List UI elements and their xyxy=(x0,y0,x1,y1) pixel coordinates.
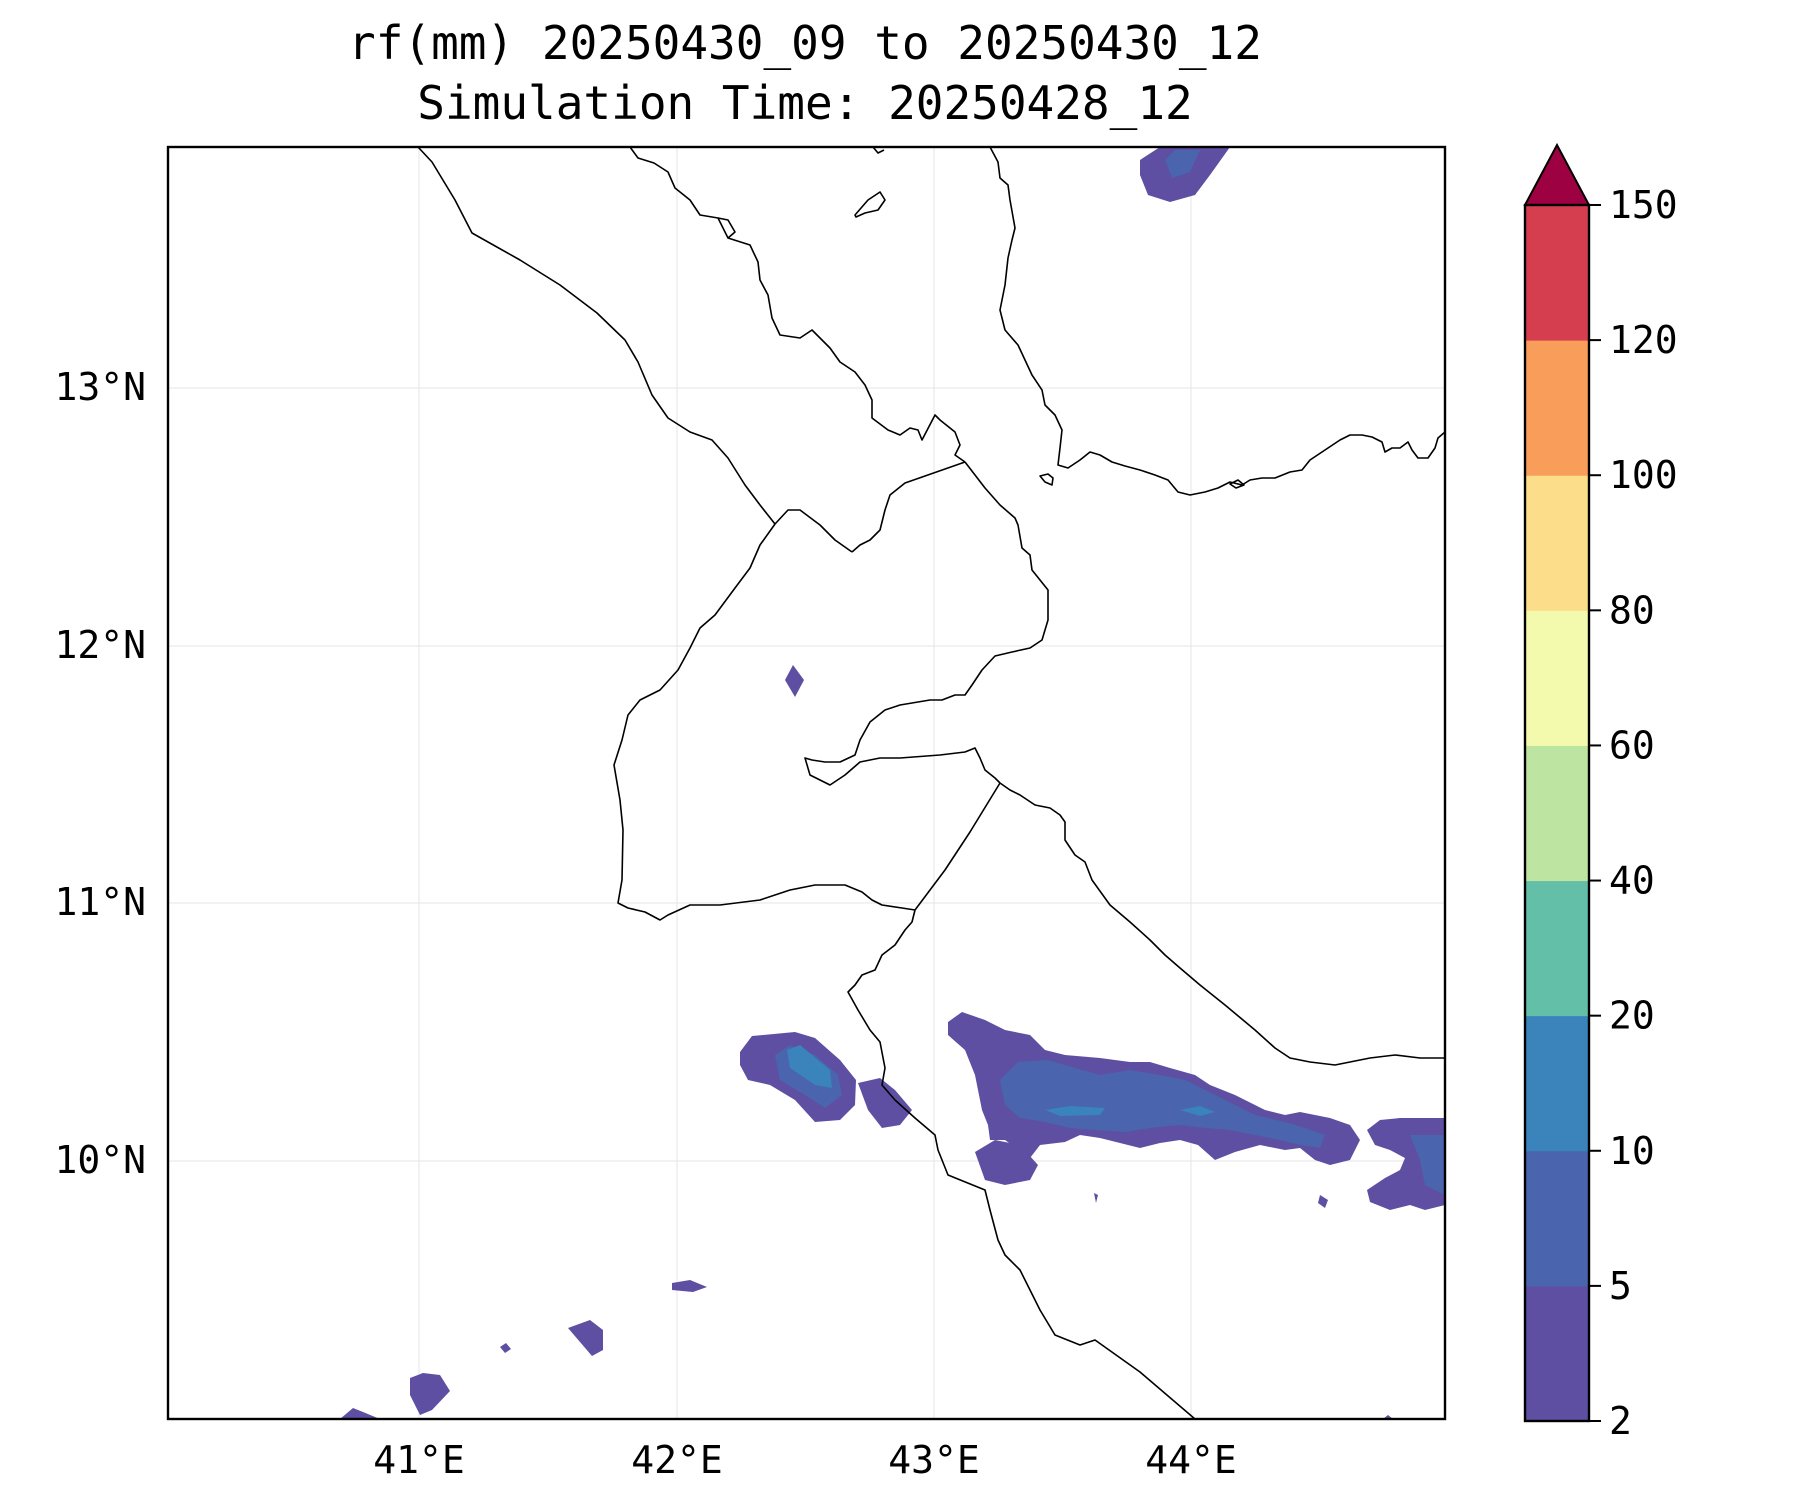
colorbar-segment xyxy=(1525,745,1589,882)
lon-tick-43: 43°E xyxy=(888,1438,980,1482)
colorbar-segment xyxy=(1525,475,1589,611)
lat-tick-labels: 13°N 12°N 11°N 10°N xyxy=(54,365,146,1182)
colorbar-segment xyxy=(1525,610,1589,746)
title-line-2: Simulation Time: 20250428_12 xyxy=(417,76,1193,130)
colorbar-tick-label: 60 xyxy=(1609,723,1655,767)
coast-eritrea xyxy=(629,147,966,463)
lon-tick-41: 41°E xyxy=(373,1438,465,1482)
colorbar-segment xyxy=(1525,1285,1589,1422)
lon-tick-42: 42°E xyxy=(631,1438,723,1482)
rain-band-east-mid xyxy=(1000,1060,1325,1148)
border-djibouti-somaliland xyxy=(847,909,1196,1419)
island-yemen-small xyxy=(1229,479,1245,489)
colorbar-extend-arrow xyxy=(1523,142,1591,206)
colorbar-tick-label: 80 xyxy=(1609,588,1655,632)
rain-cell-top-core xyxy=(1165,150,1200,178)
rain-speck-2 xyxy=(1094,1193,1098,1203)
rain-cell-sw-5 xyxy=(340,1408,380,1419)
border-djibouti-ethiopia xyxy=(613,509,916,921)
colorbar-ticks: 2 5 10 20 40 60 80 100 120 150 xyxy=(1589,183,1678,1443)
colorbar-segments xyxy=(1525,205,1589,1422)
coast-djibouti xyxy=(804,461,1049,786)
rain-cell-border xyxy=(858,1078,912,1128)
gridlines xyxy=(168,147,1445,1419)
rain-speck-1 xyxy=(1318,1195,1328,1208)
lon-tick-44: 44°E xyxy=(1145,1438,1237,1482)
colorbar-segment xyxy=(1525,880,1589,1017)
colorbar-frame xyxy=(1523,203,1591,1423)
border-ethiopia-somaliland xyxy=(914,782,1001,911)
colorbar-tick-label: 2 xyxy=(1609,1399,1632,1443)
colorbar-segment xyxy=(1525,1015,1589,1152)
rain-band-east-core-2 xyxy=(1180,1106,1215,1116)
rain-cell-sw-1 xyxy=(672,1280,707,1292)
tick-top xyxy=(872,147,885,154)
rain-cell-west-core xyxy=(787,1045,832,1088)
coast-eritrea-small-1 xyxy=(717,217,736,239)
island-dahlak xyxy=(854,191,886,218)
lat-tick-13: 13°N xyxy=(54,365,146,409)
coastlines-and-borders xyxy=(417,147,1445,1419)
coast-somaliland xyxy=(999,782,1445,1066)
rain-cell-se-2-mid xyxy=(1410,1135,1445,1195)
map-frame xyxy=(166,145,1447,1421)
rain-band-east-core-1 xyxy=(1045,1106,1105,1116)
colorbar-tick-label: 100 xyxy=(1609,453,1678,497)
rain-cell-sw-4 xyxy=(410,1373,450,1415)
colorbar-tick-label: 10 xyxy=(1609,1129,1655,1173)
lon-tick-labels: 41°E 42°E 43°E 44°E xyxy=(373,1438,1237,1482)
rain-cell-se-1 xyxy=(975,1140,1038,1185)
rainfall-contours xyxy=(340,147,1445,1419)
island-perim xyxy=(1039,473,1054,486)
border-eritrea-ethiopia xyxy=(417,147,776,525)
lat-tick-11: 11°N xyxy=(54,880,146,924)
rain-cell-sw-2 xyxy=(568,1320,603,1356)
colorbar: 2 5 10 20 40 60 80 100 120 150 xyxy=(1523,142,1678,1443)
border-eritrea-djibouti xyxy=(851,461,966,553)
coast-yemen xyxy=(989,147,1445,496)
title-line-1: rf(mm) 20250430_09 to 20250430_12 xyxy=(348,16,1262,70)
colorbar-tick-label: 20 xyxy=(1609,994,1655,1038)
colorbar-tick-label: 150 xyxy=(1609,183,1678,227)
colorbar-tick-label: 120 xyxy=(1609,318,1678,362)
colorbar-segment xyxy=(1525,205,1589,341)
rain-cell-top xyxy=(1140,147,1230,202)
colorbar-segment xyxy=(1525,340,1589,476)
lat-tick-12: 12°N xyxy=(54,623,146,667)
rain-cell-djibouti xyxy=(785,665,804,697)
colorbar-segment xyxy=(1525,1150,1589,1287)
lat-tick-10: 10°N xyxy=(54,1138,146,1182)
rain-cell-sw-3 xyxy=(500,1343,511,1353)
colorbar-tick-label: 40 xyxy=(1609,859,1655,903)
colorbar-tick-label: 5 xyxy=(1609,1264,1632,1308)
